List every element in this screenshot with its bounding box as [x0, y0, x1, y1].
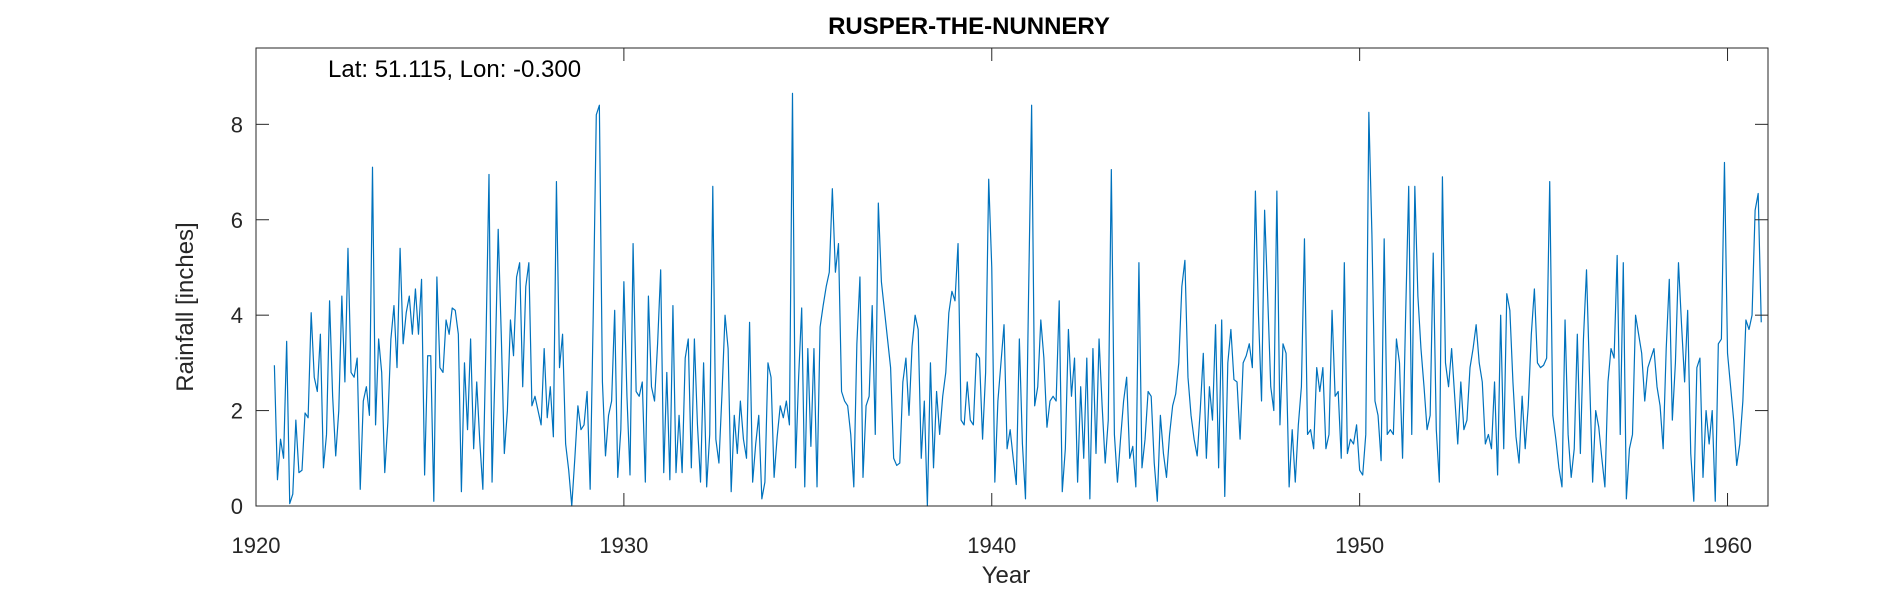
plot-area	[273, 92, 1762, 507]
x-tick-label: 1920	[232, 533, 281, 558]
y-axis-label: Rainfall [inches]	[172, 222, 199, 391]
chart-title: RUSPER-THE-NUNNERY	[828, 13, 1110, 40]
y-tick-label: 2	[231, 399, 243, 424]
axes: 1920 1930 1940 1950 1960 0 2 4 6 8	[231, 47, 1769, 558]
y-tick-label: 6	[231, 208, 243, 233]
y-tick-label: 0	[231, 494, 243, 519]
x-tick-label: 1950	[1335, 533, 1384, 558]
rainfall-series-line-0	[273, 92, 1762, 507]
y-tick-label: 8	[231, 112, 243, 137]
axes-box	[255, 47, 1769, 507]
x-tick-label: 1930	[599, 533, 648, 558]
x-tick-label: 1940	[967, 533, 1016, 558]
lat-lon-annotation: Lat: 51.115, Lon: -0.300	[328, 56, 581, 83]
x-tick-label: 1960	[1703, 533, 1752, 558]
y-tick-label: 4	[231, 303, 243, 328]
x-axis-label: Year	[982, 562, 1031, 589]
